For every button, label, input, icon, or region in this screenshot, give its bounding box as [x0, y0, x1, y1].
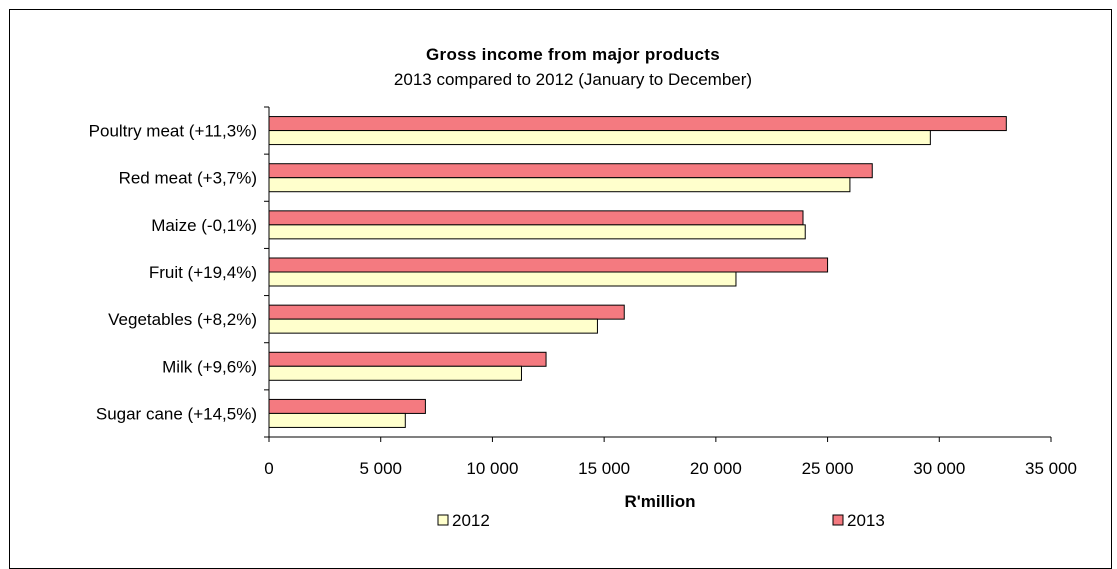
x-tick-label: 25 000	[802, 459, 854, 478]
legend-swatch	[437, 514, 449, 526]
chart-subtitle: 2013 compared to 2012 (January to Decemb…	[394, 70, 752, 89]
x-tick-label: 10 000	[466, 459, 518, 478]
bar-2012	[268, 271, 737, 287]
x-tick-label: 0	[264, 459, 273, 478]
bar-chart: Gross income from major products 2013 co…	[89, 45, 1077, 530]
x-tick-label: 5 000	[359, 459, 402, 478]
legend-label: 2012	[452, 511, 490, 530]
bar-2013	[268, 257, 829, 273]
chart-frame: Gross income from major products 2013 co…	[9, 9, 1112, 569]
bar-2013	[268, 398, 426, 414]
x-axis-title: R'million	[624, 492, 695, 511]
category-label: Sugar cane (+14,5%)	[96, 404, 257, 423]
category-labels-group: Poultry meat (+11,3%) Red meat (+3,7%) Mai…	[89, 122, 257, 424]
category-label: Fruit (+19,4%)	[149, 263, 257, 282]
legend: 2012 2013	[437, 511, 885, 530]
bar-2012	[268, 224, 806, 240]
x-tick-label: 35 000	[1025, 459, 1077, 478]
category-label: Milk (+9,6%)	[162, 357, 257, 376]
bar-2013	[268, 351, 547, 367]
legend-swatch	[832, 514, 844, 526]
bar-2012	[268, 412, 406, 428]
category-label: Maize (-0,1%)	[151, 216, 257, 235]
category-label: Poultry meat (+11,3%)	[89, 122, 257, 141]
x-tick-label: 20 000	[690, 459, 742, 478]
bar-2012	[268, 318, 598, 334]
bar-2013	[268, 116, 1007, 132]
bar-2012	[268, 130, 931, 146]
category-label: Vegetables (+8,2%)	[108, 310, 257, 329]
category-label: Red meat (+3,7%)	[119, 169, 257, 188]
x-tick-label: 30 000	[913, 459, 965, 478]
chart-title: Gross income from major products	[426, 45, 720, 64]
bar-2012	[268, 365, 522, 381]
axes-group	[264, 106, 1051, 438]
bar-2013	[268, 304, 625, 320]
bar-2013	[268, 163, 873, 179]
bar-2012	[268, 177, 851, 193]
bar-2013	[268, 210, 804, 226]
x-tick-label: 15 000	[578, 459, 630, 478]
legend-label: 2013	[847, 511, 885, 530]
x-ticks-group: 0 5 000 10 000 15 000 20 000 25 000 30 000 35 0…	[264, 437, 1077, 478]
